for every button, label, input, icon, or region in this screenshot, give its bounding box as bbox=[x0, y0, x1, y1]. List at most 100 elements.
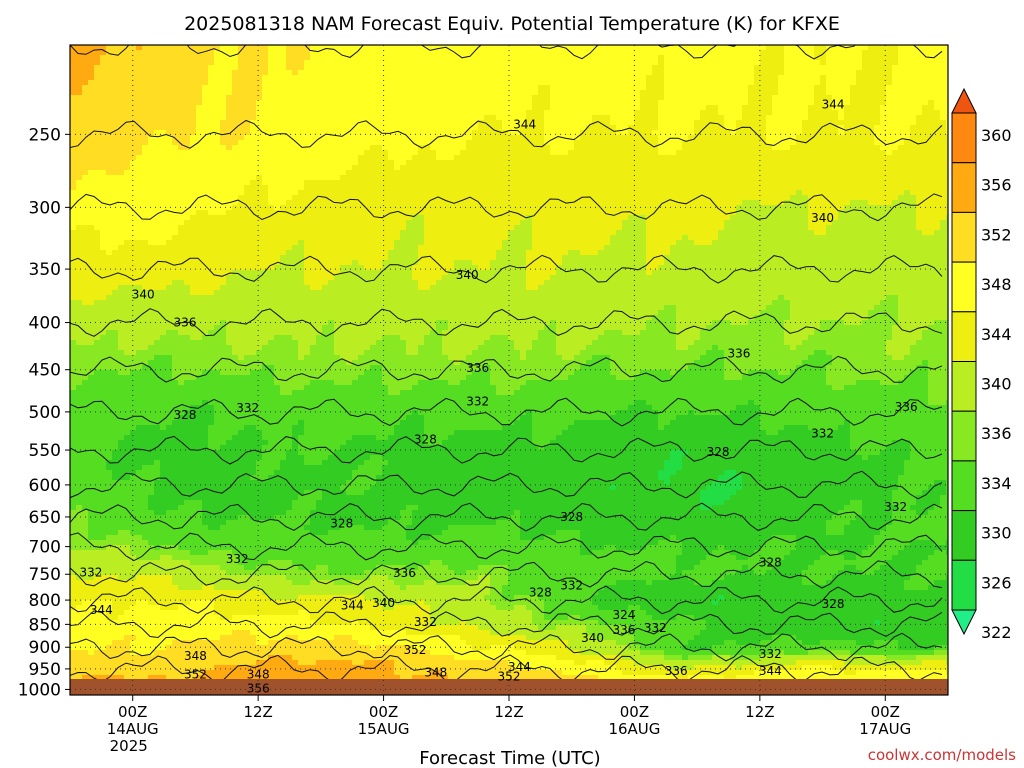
heatmap-cell bbox=[466, 70, 473, 76]
heatmap-cell bbox=[346, 80, 353, 86]
heatmap-cell bbox=[568, 165, 575, 171]
heatmap-cell bbox=[592, 100, 599, 106]
heatmap-cell bbox=[190, 170, 197, 176]
heatmap-cell bbox=[802, 60, 809, 66]
heatmap-cell bbox=[592, 175, 599, 181]
heatmap-cell bbox=[880, 60, 887, 66]
heatmap-cell bbox=[838, 100, 845, 106]
heatmap-cell bbox=[676, 120, 683, 126]
heatmap-cell bbox=[604, 210, 611, 216]
heatmap-cell bbox=[688, 205, 695, 211]
heatmap-cell bbox=[820, 75, 827, 81]
heatmap-cell bbox=[328, 55, 335, 61]
heatmap-cell bbox=[220, 70, 227, 76]
heatmap-cell bbox=[802, 145, 809, 151]
heatmap-cell bbox=[658, 155, 665, 161]
heatmap-cell bbox=[202, 180, 209, 186]
heatmap-cell bbox=[754, 210, 761, 216]
heatmap-cell bbox=[472, 160, 479, 166]
heatmap-cell bbox=[166, 205, 173, 211]
heatmap-cell bbox=[82, 80, 89, 86]
heatmap-cell bbox=[160, 90, 167, 96]
heatmap-cell bbox=[556, 150, 563, 156]
heatmap-cell bbox=[244, 210, 251, 216]
heatmap-cell bbox=[934, 210, 941, 216]
heatmap-cell bbox=[496, 195, 503, 201]
heatmap-cell bbox=[802, 175, 809, 181]
heatmap-cell bbox=[154, 210, 161, 216]
heatmap-cell bbox=[688, 180, 695, 186]
heatmap-cell bbox=[304, 115, 311, 121]
heatmap-cell bbox=[844, 50, 851, 56]
heatmap-cell bbox=[484, 55, 491, 61]
heatmap-cell bbox=[586, 200, 593, 206]
heatmap-cell bbox=[394, 140, 401, 146]
heatmap-cell bbox=[568, 75, 575, 81]
heatmap-cell bbox=[736, 55, 743, 61]
heatmap-cell bbox=[694, 155, 701, 161]
heatmap-cell bbox=[130, 165, 137, 171]
heatmap-cell bbox=[130, 205, 137, 211]
heatmap-cell bbox=[124, 130, 131, 136]
heatmap-cell bbox=[658, 75, 665, 81]
heatmap-cell bbox=[526, 105, 533, 111]
heatmap-cell bbox=[106, 170, 113, 176]
heatmap-cell bbox=[226, 195, 233, 201]
heatmap-cell bbox=[298, 60, 305, 66]
heatmap-cell bbox=[448, 190, 455, 196]
heatmap-cell bbox=[574, 165, 581, 171]
heatmap-cell bbox=[130, 115, 137, 121]
heatmap-cell bbox=[232, 115, 239, 121]
heatmap-cell bbox=[676, 60, 683, 66]
heatmap-cell bbox=[568, 45, 575, 51]
heatmap-cell bbox=[832, 85, 839, 91]
heatmap-cell bbox=[574, 90, 581, 96]
heatmap-cell bbox=[304, 135, 311, 141]
heatmap-cell bbox=[424, 65, 431, 71]
heatmap-cell bbox=[694, 140, 701, 146]
heatmap-cell bbox=[520, 95, 527, 101]
heatmap-cell bbox=[328, 115, 335, 121]
heatmap-cell bbox=[706, 165, 713, 171]
heatmap-cell bbox=[910, 125, 917, 131]
heatmap-cell bbox=[718, 100, 725, 106]
heatmap-cell bbox=[460, 50, 467, 56]
heatmap-cell bbox=[856, 65, 863, 71]
heatmap-cell bbox=[472, 135, 479, 141]
heatmap-cell bbox=[472, 85, 479, 91]
heatmap-cell bbox=[826, 185, 833, 191]
heatmap-cell bbox=[922, 150, 929, 156]
heatmap-cell bbox=[142, 180, 149, 186]
heatmap-cell bbox=[190, 75, 197, 81]
heatmap-cell bbox=[442, 155, 449, 161]
heatmap-cell bbox=[430, 95, 437, 101]
heatmap-cell bbox=[838, 105, 845, 111]
heatmap-cell bbox=[532, 200, 539, 206]
heatmap-cell bbox=[94, 75, 101, 81]
heatmap-cell bbox=[484, 90, 491, 96]
heatmap-cell bbox=[154, 175, 161, 181]
heatmap-cell bbox=[340, 140, 347, 146]
heatmap-cell bbox=[628, 80, 635, 86]
heatmap-cell bbox=[244, 145, 251, 151]
heatmap-cell bbox=[250, 100, 257, 106]
heatmap-cell bbox=[376, 130, 383, 136]
heatmap-cell bbox=[148, 195, 155, 201]
heatmap-cell bbox=[922, 80, 929, 86]
heatmap-cell bbox=[670, 205, 677, 211]
heatmap-cell bbox=[796, 180, 803, 186]
heatmap-cell bbox=[748, 60, 755, 66]
heatmap-cell bbox=[748, 115, 755, 121]
heatmap-cell bbox=[880, 105, 887, 111]
heatmap-cell bbox=[100, 160, 107, 166]
heatmap-cell bbox=[928, 150, 935, 156]
heatmap-cell bbox=[382, 140, 389, 146]
heatmap-cell bbox=[898, 105, 905, 111]
heatmap-cell bbox=[310, 45, 317, 51]
heatmap-cell bbox=[340, 105, 347, 111]
heatmap-cell bbox=[142, 50, 149, 56]
heatmap-cell bbox=[442, 180, 449, 186]
heatmap-cell bbox=[208, 90, 215, 96]
heatmap-cell bbox=[586, 150, 593, 156]
heatmap-cell bbox=[364, 100, 371, 106]
